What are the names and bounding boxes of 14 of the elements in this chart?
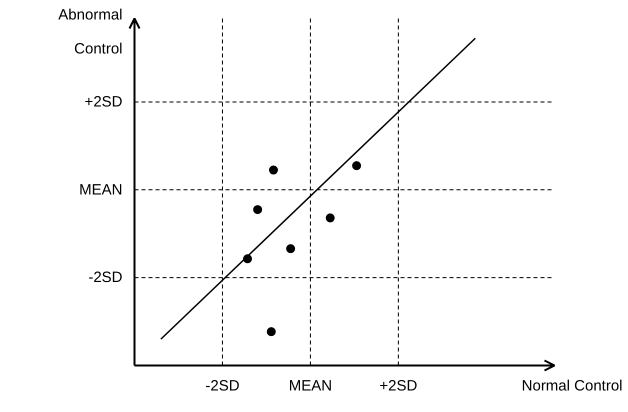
point: [253, 205, 262, 214]
x-tick-label: -2SD: [205, 378, 240, 394]
y-tick-label: MEAN: [79, 181, 123, 198]
point: [286, 244, 296, 254]
point: [268, 166, 278, 175]
x-tick-label: MEAN: [288, 378, 332, 394]
y-tick-label: -2SD: [88, 269, 123, 286]
y-tick-label: +2SD: [84, 93, 123, 110]
x-axis-title: Normal Control: [522, 378, 623, 394]
point: [266, 327, 276, 336]
point: [352, 161, 362, 170]
y-axis-title: Abnormal Control: [58, 6, 123, 58]
point: [326, 213, 335, 222]
x-tick-label: +2SD: [379, 378, 418, 394]
